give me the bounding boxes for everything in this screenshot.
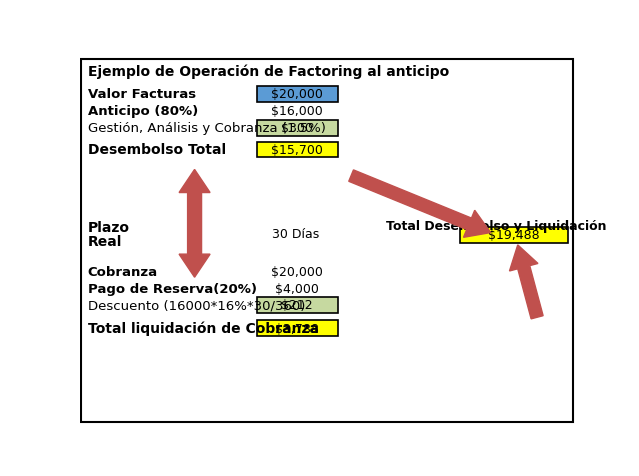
Text: $19,488: $19,488: [488, 229, 540, 242]
Text: Cobranza: Cobranza: [88, 265, 158, 278]
Text: $300: $300: [281, 122, 313, 135]
FancyBboxPatch shape: [257, 87, 338, 102]
Text: Descuento (16000*16%*30/360): Descuento (16000*16%*30/360): [88, 299, 305, 312]
Text: Anticipo (80%): Anticipo (80%): [88, 105, 198, 118]
Text: $20,000: $20,000: [272, 265, 323, 278]
FancyBboxPatch shape: [459, 228, 568, 243]
Text: Pago de Reserva(20%): Pago de Reserva(20%): [88, 282, 257, 295]
Text: $3,788: $3,788: [275, 322, 320, 335]
FancyBboxPatch shape: [257, 121, 338, 136]
Text: Desembolso Total: Desembolso Total: [88, 143, 226, 157]
Text: Total liquidación de Cobranza: Total liquidación de Cobranza: [88, 321, 319, 336]
FancyBboxPatch shape: [257, 142, 338, 158]
Text: Plazo: Plazo: [88, 221, 130, 235]
FancyBboxPatch shape: [257, 321, 338, 336]
Polygon shape: [509, 245, 543, 319]
Text: $4,000: $4,000: [275, 282, 320, 295]
Text: Real: Real: [88, 235, 122, 248]
Text: Valor Facturas: Valor Facturas: [88, 88, 196, 101]
Text: Ejemplo de Operación de Factoring al anticipo: Ejemplo de Operación de Factoring al ant…: [88, 64, 449, 79]
Polygon shape: [349, 170, 491, 238]
Text: $20,000: $20,000: [272, 88, 323, 101]
Text: $212: $212: [281, 299, 313, 312]
Text: 30 Días: 30 Días: [272, 228, 319, 240]
FancyBboxPatch shape: [81, 60, 573, 422]
Polygon shape: [179, 170, 210, 278]
Text: Gestión, Análisis y Cobranza (1.5%): Gestión, Análisis y Cobranza (1.5%): [88, 122, 325, 135]
FancyBboxPatch shape: [257, 298, 338, 313]
Text: $15,700: $15,700: [272, 144, 323, 157]
Text: Total Desembolso y Liquidación: Total Desembolso y Liquidación: [386, 220, 606, 233]
Text: $16,000: $16,000: [272, 105, 323, 118]
